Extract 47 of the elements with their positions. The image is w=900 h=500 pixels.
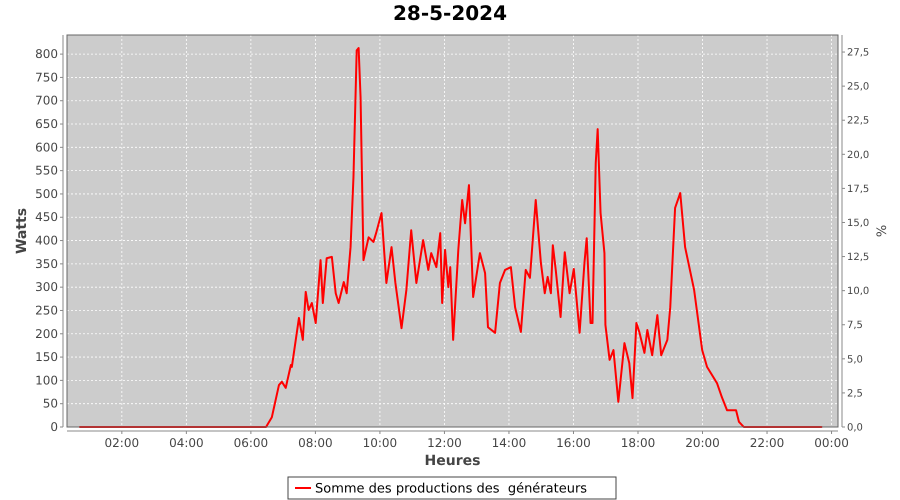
y-axis-title: Watts bbox=[14, 208, 30, 254]
x-tick-label: 06:00 bbox=[234, 436, 268, 450]
y2-tick-label: 7,5 bbox=[847, 320, 863, 332]
y2-tick-label: 15,0 bbox=[847, 218, 870, 229]
y-tick-label: 450 bbox=[35, 210, 58, 224]
y2-tick-label: 17,5 bbox=[847, 184, 870, 195]
x-tick-label: 14:00 bbox=[492, 436, 526, 450]
y2-tick-label: 2,5 bbox=[847, 388, 863, 400]
y-tick-label: 700 bbox=[35, 94, 58, 108]
x-tick-label: 02:00 bbox=[104, 436, 140, 450]
x-tick-label: 18:00 bbox=[620, 436, 656, 450]
y-tick-label: 0 bbox=[50, 420, 58, 434]
x-tick-label: 10:00 bbox=[362, 436, 398, 450]
y-tick-label: 600 bbox=[35, 140, 58, 154]
y2-axis-title: % bbox=[875, 224, 890, 238]
y2-tick-label: 5,0 bbox=[847, 354, 863, 366]
y-tick-label: 150 bbox=[35, 350, 58, 364]
y2-tick-label: 25,0 bbox=[847, 82, 870, 93]
y2-tick-label: 10,0 bbox=[847, 286, 870, 298]
y-tick-label: 250 bbox=[35, 303, 58, 318]
x-tick-label: 22:00 bbox=[750, 436, 784, 450]
y2-tick-label: 22,5 bbox=[847, 116, 870, 127]
x-tick-label: 00:00 bbox=[814, 436, 849, 450]
x-tick-label: 08:00 bbox=[298, 436, 333, 450]
y-tick-label: 800 bbox=[35, 47, 58, 62]
y-tick-label: 300 bbox=[35, 280, 58, 294]
line-series bbox=[78, 47, 823, 428]
x-tick-label: 20:00 bbox=[685, 436, 720, 450]
y-tick-label: 650 bbox=[35, 117, 58, 132]
y-tick-label: 50 bbox=[42, 396, 58, 411]
y2-tick-label: 0,0 bbox=[847, 422, 863, 434]
legend-label: Somme des productions des générateurs bbox=[315, 482, 588, 496]
y-tick-label: 550 bbox=[35, 164, 58, 178]
y-tick-label: 750 bbox=[35, 70, 58, 84]
y-tick-label: 350 bbox=[35, 256, 58, 271]
y-tick-label: 200 bbox=[35, 326, 58, 341]
y-tick-label: 100 bbox=[35, 373, 58, 388]
x-tick-label: 04:00 bbox=[169, 436, 204, 450]
y2-tick-label: 27,5 bbox=[847, 48, 870, 59]
y-tick-label: 500 bbox=[35, 186, 58, 201]
chart-title: 28-5-2024 bbox=[392, 1, 508, 25]
y-tick-label: 400 bbox=[35, 234, 58, 248]
y2-tick-label: 12,5 bbox=[847, 252, 870, 264]
x-axis-title: Heures bbox=[424, 453, 480, 469]
x-tick-label: 12:00 bbox=[427, 436, 462, 450]
y2-tick-label: 20,0 bbox=[847, 150, 870, 161]
x-tick-label: 16:00 bbox=[556, 436, 591, 450]
